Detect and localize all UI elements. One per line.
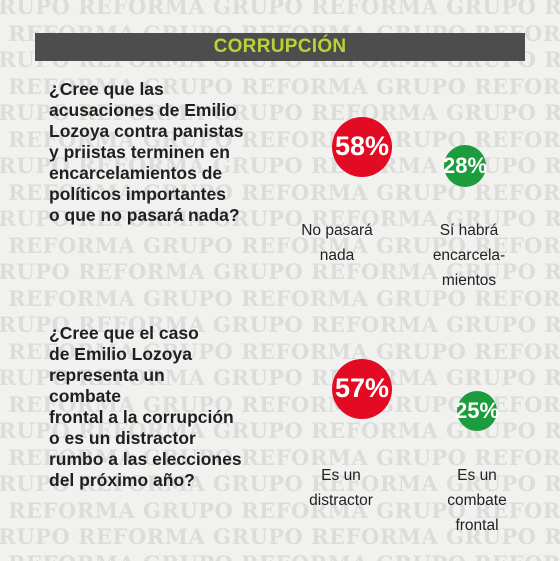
- watermark-row: GRUPO REFORMA GRUPO REFORMA GRUPO REFORM…: [0, 312, 560, 337]
- watermark-row: GRUPO REFORMA GRUPO REFORMA GRUPO REFORM…: [0, 365, 560, 390]
- bubble-si-habra: 28%: [442, 144, 488, 188]
- watermark-row: GRUPO REFORMA GRUPO REFORMA GRUPO REFORM…: [0, 100, 560, 125]
- question-1: ¿Cree que las acusaciones de Emilio Lozo…: [49, 79, 244, 225]
- bubble-label: Sí habrá encarcela- mientos: [432, 222, 506, 289]
- watermark-row: GRUPO REFORMA GRUPO REFORMA GRUPO REFORM…: [0, 471, 560, 496]
- bubble-value: 58%: [334, 131, 390, 162]
- bubble-value: 57%: [334, 373, 390, 404]
- bubble-combate-frontal: 25%: [454, 391, 500, 431]
- watermark-row: GRUPO REFORMA GRUPO REFORMA GRUPO REFORM…: [0, 338, 560, 364]
- bubble-no-pasara-nada: 58%: [331, 116, 393, 178]
- watermark-row: GRUPO REFORMA GRUPO REFORMA GRUPO REFORM…: [0, 206, 560, 231]
- watermark-row: GRUPO REFORMA GRUPO REFORMA GRUPO REFORM…: [0, 551, 560, 561]
- bubble-label: No pasará nada: [301, 222, 373, 264]
- section-header: CORRUPCIÓN: [35, 33, 525, 61]
- watermark-row: GRUPO REFORMA GRUPO REFORMA GRUPO REFORM…: [0, 73, 560, 99]
- watermark-row: GRUPO REFORMA GRUPO REFORMA GRUPO REFORM…: [0, 285, 560, 311]
- bubble-label: Es un distractor: [309, 467, 373, 509]
- bubble-distractor: 57%: [331, 358, 393, 420]
- watermark-row: GRUPO REFORMA GRUPO REFORMA GRUPO REFORM…: [0, 444, 560, 470]
- watermark-row: GRUPO REFORMA GRUPO REFORMA GRUPO REFORM…: [0, 232, 560, 258]
- question-2: ¿Cree que el caso de Emilio Lozoya repre…: [49, 323, 242, 490]
- bubble-label: Es un combate frontal: [447, 467, 507, 534]
- watermark-row: GRUPO REFORMA GRUPO REFORMA GRUPO REFORM…: [0, 0, 560, 19]
- watermark-row: GRUPO REFORMA GRUPO REFORMA GRUPO REFORM…: [0, 524, 560, 549]
- section-title: CORRUPCIÓN: [213, 36, 347, 57]
- watermark-row: GRUPO REFORMA GRUPO REFORMA GRUPO REFORM…: [0, 497, 560, 523]
- bubble-value: 28%: [442, 152, 488, 178]
- watermark-row: GRUPO REFORMA GRUPO REFORMA GRUPO REFORM…: [0, 259, 560, 284]
- bubble-value: 25%: [454, 398, 500, 423]
